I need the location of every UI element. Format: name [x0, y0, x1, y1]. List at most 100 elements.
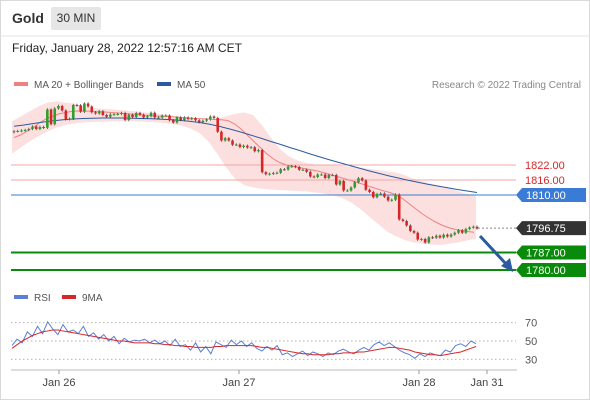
candle-body — [468, 227, 471, 229]
candle-body — [71, 105, 75, 119]
candle-body — [464, 229, 468, 233]
candle-body — [375, 194, 379, 198]
candle-body — [197, 120, 201, 123]
candle-body — [157, 117, 160, 119]
candle-body — [205, 119, 208, 121]
candle-body — [360, 178, 364, 181]
candle-body — [264, 172, 268, 175]
candle-body — [134, 113, 138, 117]
candle-body — [442, 234, 445, 238]
rsi-tick-50: 50 — [525, 336, 537, 348]
rsi-ma-line — [11, 329, 477, 357]
legend-label-9ma: 9MA — [82, 293, 103, 304]
candle-body — [216, 118, 220, 132]
ma50-line — [13, 117, 478, 193]
candle-body — [401, 219, 405, 221]
candle-body — [327, 175, 331, 178]
candle-body — [149, 112, 153, 117]
level-tag-1787.00 — [516, 245, 586, 260]
level-label-1787.00: 1787.00 — [526, 248, 566, 260]
timestamp: Friday, January 28, 2022 12:57:16 AM CET — [12, 41, 242, 55]
level-tag-1810.00 — [516, 188, 586, 202]
candle-body — [357, 178, 360, 183]
candle-body — [257, 150, 260, 152]
legend-label-rsi: RSI — [34, 293, 51, 304]
candle-body — [90, 106, 94, 113]
candle-body — [12, 131, 16, 133]
candle-body — [246, 145, 249, 148]
candle-body — [179, 117, 182, 120]
forecast-arrow-head — [501, 258, 513, 272]
candle-body — [190, 118, 194, 120]
x-tick-Jan 26: Jan 26 — [42, 377, 75, 389]
candle-body — [112, 114, 116, 116]
level-tag-1780.00 — [516, 263, 586, 277]
timeframe-button[interactable]: 30 MIN — [51, 7, 101, 30]
candle-body — [46, 109, 49, 128]
candle-body — [353, 182, 357, 188]
candle-body — [294, 166, 297, 168]
candle-body — [390, 199, 394, 201]
candle-body — [346, 190, 349, 192]
candle-body — [446, 234, 449, 237]
candle-body — [364, 180, 368, 190]
rsi-tick-70: 70 — [525, 318, 537, 330]
candle-body — [60, 106, 64, 111]
candle-body — [438, 235, 442, 238]
candle-body — [286, 166, 290, 170]
level-label-1822.00: 1822.00 — [525, 160, 565, 172]
candle-body — [153, 112, 157, 118]
candle-body — [212, 116, 216, 118]
level-label-1780.00: 1780.00 — [526, 265, 566, 277]
candle-body — [320, 174, 323, 176]
candle-body — [201, 120, 205, 123]
candle-body — [323, 174, 327, 178]
legend-item-ma20[interactable]: MA 20 + Bollinger Bands — [14, 80, 144, 91]
candle-body — [420, 239, 423, 240]
legend-item-rsi[interactable]: RSI — [14, 293, 51, 304]
last-price-label: 1796.75 — [526, 223, 566, 235]
candle-body — [427, 237, 431, 243]
candle-body — [186, 117, 190, 119]
candle-body — [146, 116, 149, 118]
candle-body — [83, 103, 86, 112]
candle-body — [283, 169, 286, 171]
candle-body — [223, 138, 227, 141]
candle-body — [38, 127, 42, 129]
legend-label-ma50: MA 50 — [177, 80, 206, 91]
legend-item-ma50[interactable]: MA 50 — [157, 80, 205, 91]
candle-body — [49, 109, 53, 125]
candle-body — [171, 120, 175, 123]
candle-body — [290, 166, 294, 168]
candle-body — [131, 114, 134, 117]
candle-body — [409, 225, 412, 231]
candle-body — [397, 194, 401, 220]
candle-body — [138, 113, 142, 115]
candle-body — [101, 111, 105, 115]
candle-body — [368, 189, 371, 192]
candle-body — [20, 130, 23, 132]
header-divider — [0, 35, 590, 37]
candle-body — [312, 176, 316, 178]
candle-body — [297, 167, 301, 170]
candle-body — [34, 126, 38, 129]
instrument-title: Gold — [12, 10, 44, 26]
candle-body — [471, 226, 475, 228]
price-chart[interactable]: 1822.00 1816.00 1810.00 1796.75 1787.00 1780.… — [0, 0, 590, 290]
candle-body — [209, 116, 212, 120]
candle-body — [175, 117, 179, 123]
x-tick-Jan 27: Jan 27 — [222, 377, 255, 389]
candle-body — [301, 169, 305, 171]
legend-label-ma20: MA 20 + Bollinger Bands — [34, 80, 144, 91]
candle-body — [220, 131, 223, 141]
level-label-1810.00: 1810.00 — [526, 190, 566, 202]
candle-body — [460, 230, 464, 233]
candle-body — [371, 192, 375, 198]
candle-body — [238, 144, 242, 147]
candle-body — [394, 194, 397, 200]
candle-body — [271, 173, 275, 174]
legend-item-9ma[interactable]: 9MA — [62, 293, 103, 304]
candle-body — [120, 113, 123, 114]
candle-body — [97, 111, 101, 114]
